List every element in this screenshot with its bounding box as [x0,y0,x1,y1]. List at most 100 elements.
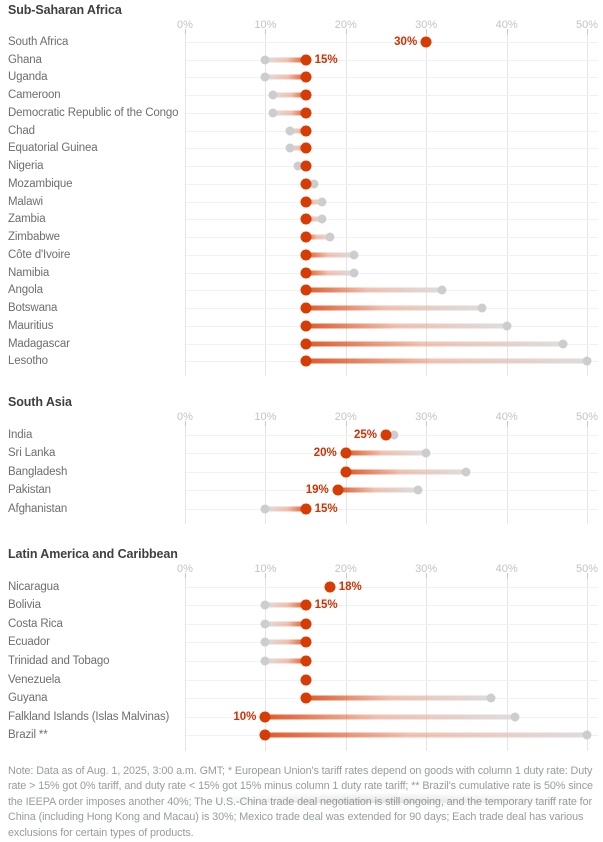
axis-tick-label: 10% [254,19,277,31]
country-label: Pakistan [8,484,51,497]
row-guide-line [184,272,598,274]
country-label: Cameroon [8,89,61,102]
row-mozambique: Mozambique [0,175,603,193]
rate-change-trail [265,621,306,627]
row-trinidad-and-tobago: Trinidad and Tobago [0,652,603,671]
row-guide-line [184,166,598,168]
country-label: Costa Rica [8,617,63,630]
country-label: Bangladesh [8,465,68,478]
row-guide-line [184,95,598,97]
old-rate-dot [293,161,303,171]
new-rate-dot [300,89,312,101]
axis-tick [426,421,428,427]
new-rate-dot [259,711,271,723]
old-rate-dot [317,197,327,207]
rate-change-trail [305,341,563,347]
gridline [185,29,186,377]
country-label: Nicaragua [8,580,60,593]
country-label: Bolivia [8,599,41,612]
country-label: Trinidad and Tobago [8,654,110,667]
new-rate-dot [300,249,312,261]
old-rate-dot [260,72,270,82]
old-rate-dot [510,712,520,722]
row-zimbabwe: Zimbabwe [0,228,603,246]
new-rate-dot [332,484,344,496]
row-cameroon: Cameroon [0,86,603,104]
rate-change-trail [305,270,354,276]
gridline [185,573,186,751]
new-rate-label: 15% [314,599,338,612]
x-axis: 0% 10% 20% 30% 40% 50% [0,562,603,577]
rate-change-trail [273,110,306,116]
row-botswana: Botswana [0,299,603,317]
row-equatorial-guinea: Equatorial Guinea [0,140,603,158]
row-nigeria: Nigeria [0,157,603,175]
country-label: Sri Lanka [8,447,56,460]
country-label: Brazil ** [8,729,48,742]
rate-change-trail [305,216,322,222]
section-latin-america-and-caribbean: Latin America and Caribbean 0% 10% 20% 30% 40… [0,544,603,752]
country-label: Venezuela [8,673,61,686]
row-zambia: Zambia [0,211,603,229]
row-lesotho: Lesotho [0,353,603,371]
section-title: South Asia [8,395,72,410]
new-rate-label: 19% [305,484,329,497]
old-rate-dot [582,356,592,366]
row-nicaragua: Nicaragua 18% [0,577,603,596]
new-rate-dot [300,71,312,83]
new-rate-dot [324,581,336,593]
new-rate-label: 25% [353,428,377,441]
row-guide-line [184,201,598,203]
row-ecuador: Ecuador [0,633,603,652]
axis-tick [345,421,347,427]
row-uganda: Uganda [0,69,603,87]
row-guide-line [184,623,598,625]
new-rate-dot [300,355,312,367]
axis-tick [506,29,508,34]
rate-change-trail [265,639,306,645]
axis-tick [506,421,508,427]
row-guide-line [184,642,598,644]
old-rate-dot [349,250,359,260]
country-label: Mauritius [8,319,54,332]
old-rate-dot [502,321,512,331]
country-label: Namibia [8,266,50,279]
old-rate-dot [317,214,327,224]
row-pakistan: Pakistan 19% [0,481,603,500]
axis-tick [587,29,588,34]
new-rate-dot [300,636,312,648]
country-label: Afghanistan [8,502,68,515]
new-rate-dot [300,54,312,66]
new-rate-dot [300,231,312,243]
axis-tick [345,29,347,34]
axis-tick-label: 0% [177,19,193,31]
row-guide-line [184,148,598,150]
country-label: Zimbabwe [8,231,60,244]
rate-change-trail [305,358,587,364]
axis-tick [185,421,186,427]
row-democratic-republic-of-the-congo: Democratic Republic of the Congo [0,104,603,122]
axis-tick-label: 40% [495,411,518,424]
row-guide-line [184,254,598,256]
row-c-te-d-ivoire: Côte d'Ivoire [0,246,603,264]
x-axis: 0% 10% 20% 30% 40% 50% [0,18,603,33]
row-venezuela: Venezuela [0,670,603,689]
old-rate-dot [268,90,278,100]
row-guide-line [184,237,598,239]
row-brazil: Brazil ** [0,726,603,745]
new-rate-dot [300,178,312,190]
new-rate-dot [300,692,312,704]
row-guide-line [184,508,598,510]
country-label: Ghana [8,53,42,66]
gridline [345,573,347,751]
axis-tick-label: 50% [575,563,599,576]
new-rate-dot [340,466,352,478]
row-bolivia: Bolivia 15% [0,596,603,615]
gridline [426,421,428,525]
country-label: Nigeria [8,160,44,173]
new-rate-dot [300,674,312,686]
old-rate-dot [582,730,592,740]
old-rate-dot [268,108,278,118]
axis-tick-label: 30% [415,19,438,31]
gridline [587,29,588,377]
